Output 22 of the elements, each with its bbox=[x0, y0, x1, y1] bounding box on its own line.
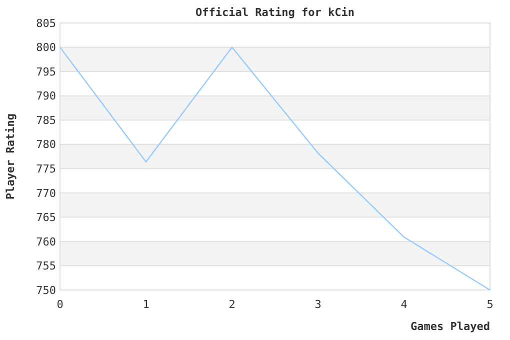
chart-title: Official Rating for kCin bbox=[196, 6, 354, 19]
y-tick-label: 760 bbox=[36, 235, 56, 248]
y-tick-label: 765 bbox=[36, 211, 56, 224]
y-tick-label: 750 bbox=[36, 284, 56, 297]
y-tick-label: 755 bbox=[36, 260, 56, 273]
x-tick-label: 1 bbox=[142, 298, 150, 311]
y-tick-label: 795 bbox=[36, 65, 56, 78]
x-tick-label: 4 bbox=[400, 298, 408, 311]
y-tick-label: 805 bbox=[36, 16, 56, 30]
x-axis-title: Games Played bbox=[410, 320, 490, 333]
line-series bbox=[59, 46, 491, 291]
y-axis-title: Player Rating bbox=[4, 113, 17, 200]
y-tick-label: 785 bbox=[36, 114, 56, 127]
y-tick-label: 790 bbox=[36, 90, 56, 103]
y-tick-label: 775 bbox=[36, 162, 56, 176]
x-tick-label: 0 bbox=[56, 298, 64, 311]
y-tick-label: 770 bbox=[36, 186, 56, 200]
y-tick-label: 780 bbox=[36, 138, 56, 152]
x-tick-label: 5 bbox=[486, 298, 494, 311]
x-tick-label: 2 bbox=[228, 298, 236, 311]
y-tick-label: 800 bbox=[36, 41, 56, 54]
x-tick-label: 3 bbox=[314, 298, 322, 311]
